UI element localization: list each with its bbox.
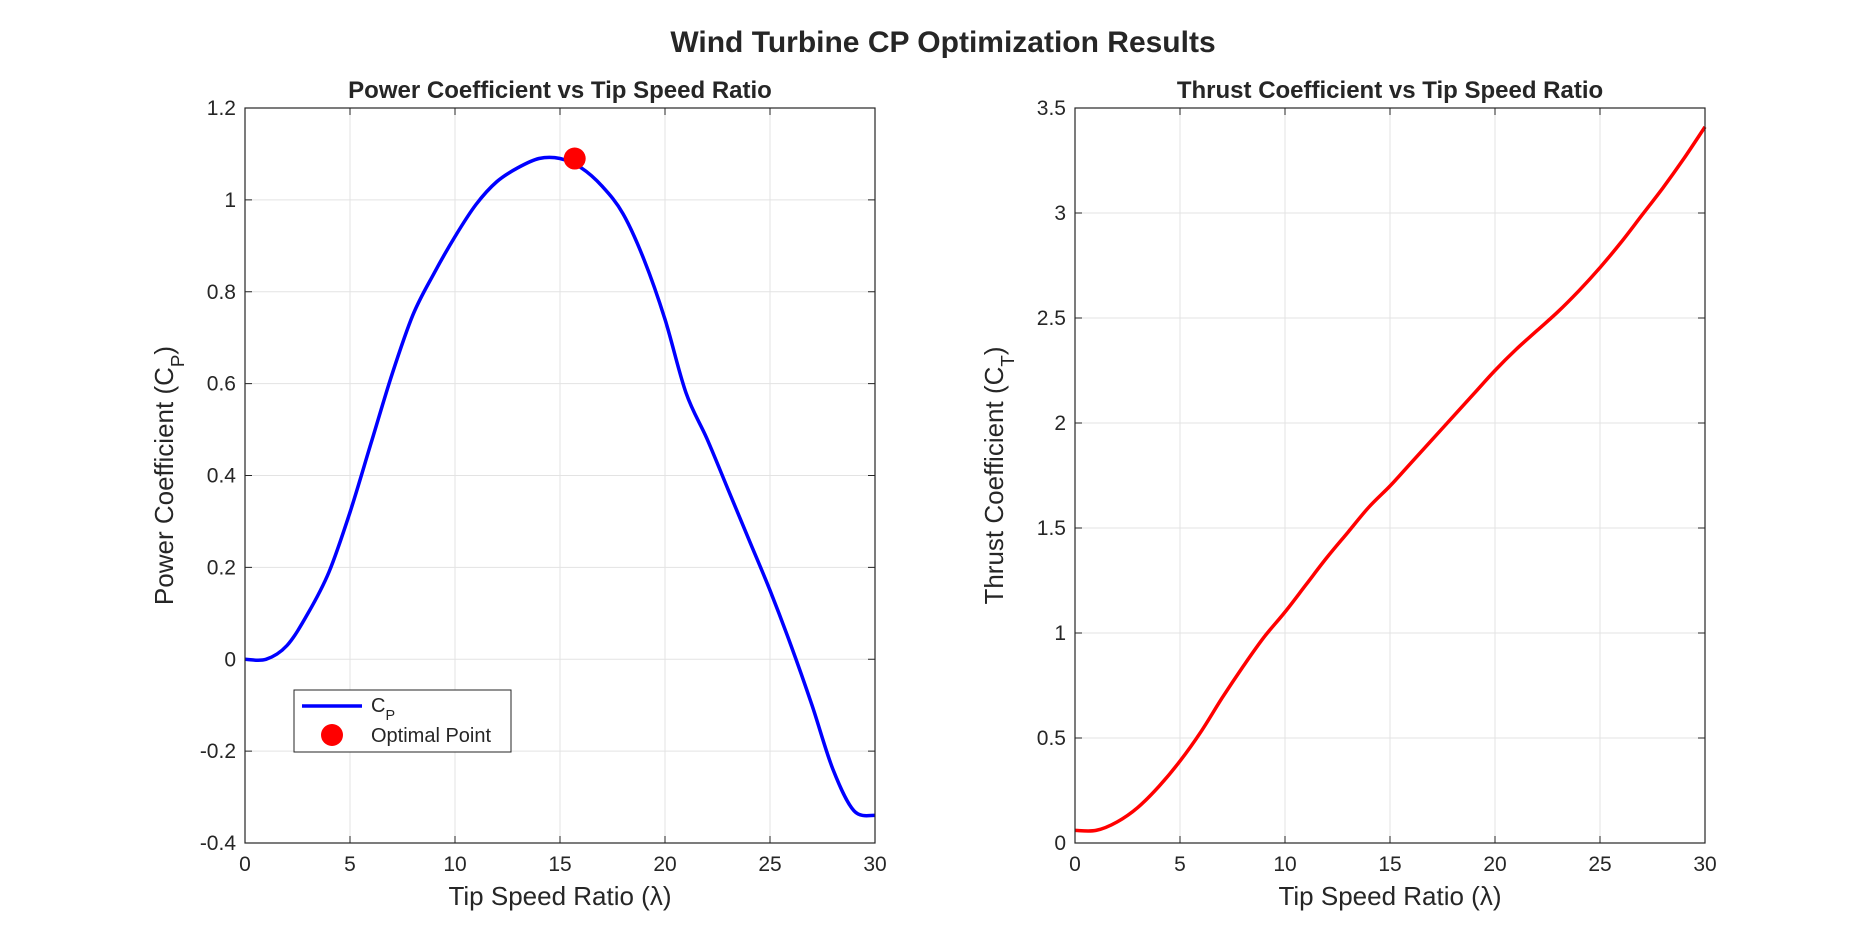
thrust-series-line — [1074, 125, 1707, 833]
y-tick-label: 0 — [1054, 832, 1066, 855]
power-coefficient-plot: 0 5 10 15 20 25 30 -0.4 -0.2 0 0.2 0.4 0.6 0.8 1 1.2 Pow… — [149, 77, 887, 911]
x-axis-label: Tip Speed Ratio (λ) — [448, 881, 671, 911]
x-tick-label: 10 — [443, 853, 466, 876]
legend-marker-swatch — [321, 724, 343, 746]
optimal-point-marker — [563, 147, 586, 170]
y-tick-label: 0.5 — [1037, 727, 1066, 750]
power-plot-title: Power Coefficient vs Tip Speed Ratio — [348, 77, 772, 104]
x-tick-label: 5 — [1174, 853, 1186, 876]
x-tick-label: 15 — [548, 853, 571, 876]
y-tick-label: -0.2 — [200, 740, 236, 763]
x-tick-label: 25 — [758, 853, 781, 876]
y-tick-label: 0.4 — [207, 465, 237, 488]
y-tick-label: 3 — [1054, 202, 1066, 225]
y-tick-label: 1.5 — [1037, 517, 1066, 540]
x-tick-label: 25 — [1588, 853, 1611, 876]
x-tick-label: 30 — [1693, 853, 1716, 876]
y-tick-label: 0.2 — [207, 556, 236, 579]
y-tick-label: 3.5 — [1037, 97, 1066, 120]
y-tick-label: 0.6 — [207, 373, 236, 396]
y-tick-label: 2.5 — [1037, 307, 1066, 330]
x-tick-label: 5 — [344, 853, 356, 876]
x-tick-label: 20 — [1483, 853, 1506, 876]
legend-label-cp: CP — [371, 695, 395, 724]
x-axis-label: Tip Speed Ratio (λ) — [1278, 881, 1501, 911]
x-tick-label: 20 — [653, 853, 676, 876]
y-tick-label: 1.2 — [207, 97, 236, 120]
x-tick-label: 0 — [1069, 853, 1081, 876]
x-tick-label: 15 — [1378, 853, 1401, 876]
y-tick-label: 1 — [224, 189, 236, 212]
y-tick-label: 1 — [1054, 622, 1066, 645]
power-series-line — [244, 155, 876, 818]
axes-box — [1074, 107, 1706, 844]
y-tick-label: 0 — [224, 648, 236, 671]
y-tick-label: -0.4 — [200, 832, 237, 855]
y-axis-label: Power Coefficient (CP) — [149, 346, 188, 605]
axes-box — [244, 107, 876, 844]
x-tick-label: 30 — [863, 853, 886, 876]
x-tick-label: 10 — [1273, 853, 1296, 876]
y-tick-label: 2 — [1054, 412, 1066, 435]
y-tick-label: 0.8 — [207, 281, 236, 304]
thrust-coefficient-plot: 0 5 10 15 20 25 30 0 0.5 1 1.5 2 2.5 3 3.5 Thrust Coeff… — [979, 77, 1717, 911]
y-axis-label: Thrust Coefficient (CT) — [979, 346, 1018, 604]
x-tick-label: 0 — [239, 853, 251, 876]
legend-label-optimal-point: Optimal Point — [371, 725, 491, 747]
thrust-plot-title: Thrust Coefficient vs Tip Speed Ratio — [1177, 77, 1603, 104]
figure-title: Wind Turbine CP Optimization Results — [670, 26, 1215, 59]
